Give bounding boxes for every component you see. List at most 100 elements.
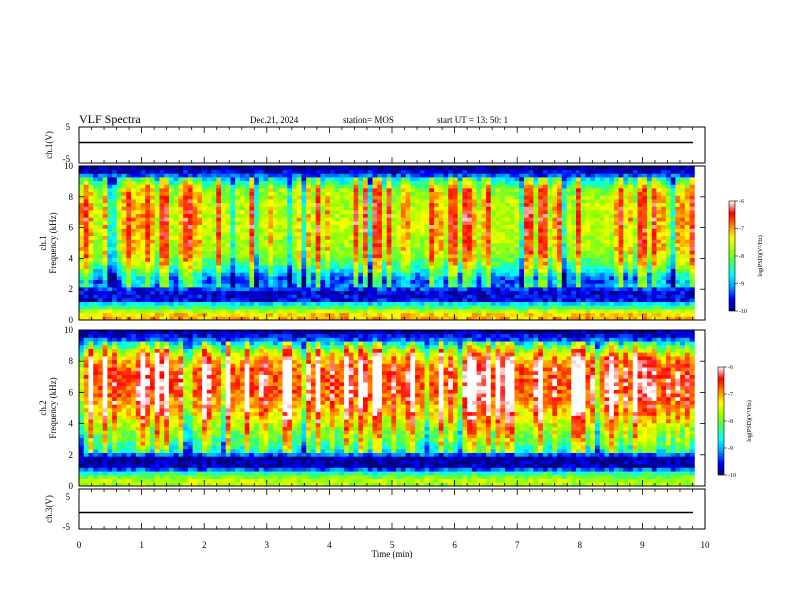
spectrogram-cell <box>490 213 496 218</box>
spectrogram-cell <box>396 188 402 193</box>
spectrogram-cell <box>467 173 473 178</box>
spectrogram-cell <box>178 228 184 233</box>
spectrogram-cell <box>377 257 383 262</box>
spectrogram-cell <box>178 177 184 182</box>
spectrogram-cell <box>519 298 525 303</box>
spectrogram-cell <box>192 272 198 277</box>
spectrogram-cell <box>211 199 217 204</box>
spectrogram-cell <box>405 294 411 299</box>
spectrogram-cell <box>301 276 307 281</box>
spectrogram-cell <box>628 290 634 295</box>
spectrogram-cell <box>187 298 194 303</box>
spectrogram-cell <box>391 221 397 226</box>
spectrogram-cell <box>145 239 151 244</box>
spectrogram-cell <box>400 191 407 196</box>
spectrogram-cell <box>500 276 506 281</box>
spectrogram-cell <box>258 232 265 237</box>
spectrogram-cell <box>310 254 317 259</box>
spectrogram-cell <box>249 287 255 292</box>
spectrogram-cell <box>154 305 160 310</box>
spectrogram-cell <box>277 283 283 288</box>
spectrogram-cell <box>83 224 89 229</box>
spectrogram-cell <box>429 210 435 215</box>
spectrogram-cell <box>490 221 496 226</box>
spectrogram-cell <box>609 224 615 229</box>
spectrogram-cell <box>292 254 298 259</box>
spectrogram-cell <box>277 301 283 306</box>
spectrogram-cell <box>206 195 212 200</box>
spectrogram-cell <box>448 202 454 207</box>
spectrogram-cell <box>325 177 331 182</box>
spectrogram-cell <box>457 228 463 233</box>
spectrogram-cell <box>609 246 615 251</box>
spectrogram-cell <box>348 265 354 270</box>
spectrogram-cell <box>315 232 321 237</box>
spectrogram-cell <box>239 265 246 270</box>
spectrogram-cell <box>344 239 350 244</box>
spectrogram-cell <box>225 169 231 174</box>
spectrogram-cell <box>533 166 539 171</box>
spectrogram-cell <box>107 301 113 306</box>
spectrogram-cell <box>183 254 189 259</box>
spectrogram-cell <box>628 301 634 306</box>
spectrogram-cell <box>557 228 563 233</box>
spectrogram-cell <box>358 257 364 262</box>
spectrogram-cell <box>145 290 151 295</box>
spectrogram-cell <box>405 195 411 200</box>
spectrogram-cell <box>206 290 212 295</box>
spectrogram-cell <box>277 180 283 185</box>
spectrogram-cell <box>83 279 89 284</box>
spectrogram-cell <box>235 309 241 314</box>
spectrogram-cell <box>102 239 108 244</box>
spectrogram-cell <box>609 206 615 211</box>
spectrogram-cell <box>197 173 203 178</box>
spectrogram-cell <box>523 265 530 270</box>
spectrogram-cell <box>618 312 624 317</box>
spectrogram-cell <box>353 188 359 193</box>
spectrogram-cell <box>609 235 615 240</box>
spectrogram-cell <box>448 250 454 255</box>
spectrogram-cell <box>102 213 108 218</box>
spectrogram-cell <box>107 290 113 295</box>
spectrogram-cell <box>135 180 141 185</box>
spectrogram-cell <box>339 239 345 244</box>
spectrogram-cell <box>249 217 255 222</box>
spectrogram-cell <box>580 301 586 306</box>
spectrogram-cell <box>486 169 492 174</box>
spectrogram-cell <box>481 250 487 255</box>
spectrogram-cell <box>467 202 473 207</box>
spectrogram-cell <box>296 290 302 295</box>
spectrogram-cell <box>434 217 440 222</box>
spectrogram-cell <box>192 287 198 292</box>
spectrogram-cell <box>590 202 596 207</box>
spectrogram-cell <box>173 268 179 273</box>
spectrogram-cell <box>183 180 189 185</box>
spectrogram-cell <box>405 254 411 259</box>
spectrogram-cell <box>415 191 421 196</box>
spectrogram-cell <box>277 177 283 182</box>
spectrogram-cell <box>306 210 312 215</box>
spectrogram-cell <box>599 239 605 244</box>
spectrogram-cell <box>490 279 496 284</box>
spectrogram-cell <box>400 169 407 174</box>
spectrogram-cell <box>400 279 407 284</box>
spectrogram-cell <box>386 195 392 200</box>
spectrogram-cell <box>623 268 629 273</box>
spectrogram-cell <box>159 298 165 303</box>
spectrogram-cell <box>557 243 563 248</box>
spectrogram-cell <box>410 232 416 237</box>
spectrogram-cell <box>154 287 160 292</box>
spectrogram-cell <box>604 180 610 185</box>
spectrogram-cell <box>150 217 156 222</box>
spectrogram-cell <box>571 166 577 171</box>
spectrogram-cell <box>282 287 288 292</box>
spectrogram-cell <box>277 228 283 233</box>
spectrogram-cell <box>372 287 378 292</box>
spectrogram-cell <box>367 213 373 218</box>
spectrogram-cell <box>315 268 321 273</box>
spectrogram-cell <box>618 261 624 266</box>
spectrogram-cell <box>273 206 279 211</box>
spectrogram-cell <box>287 246 293 251</box>
spectrogram-cell <box>88 294 94 299</box>
spectrogram-cell <box>306 195 312 200</box>
